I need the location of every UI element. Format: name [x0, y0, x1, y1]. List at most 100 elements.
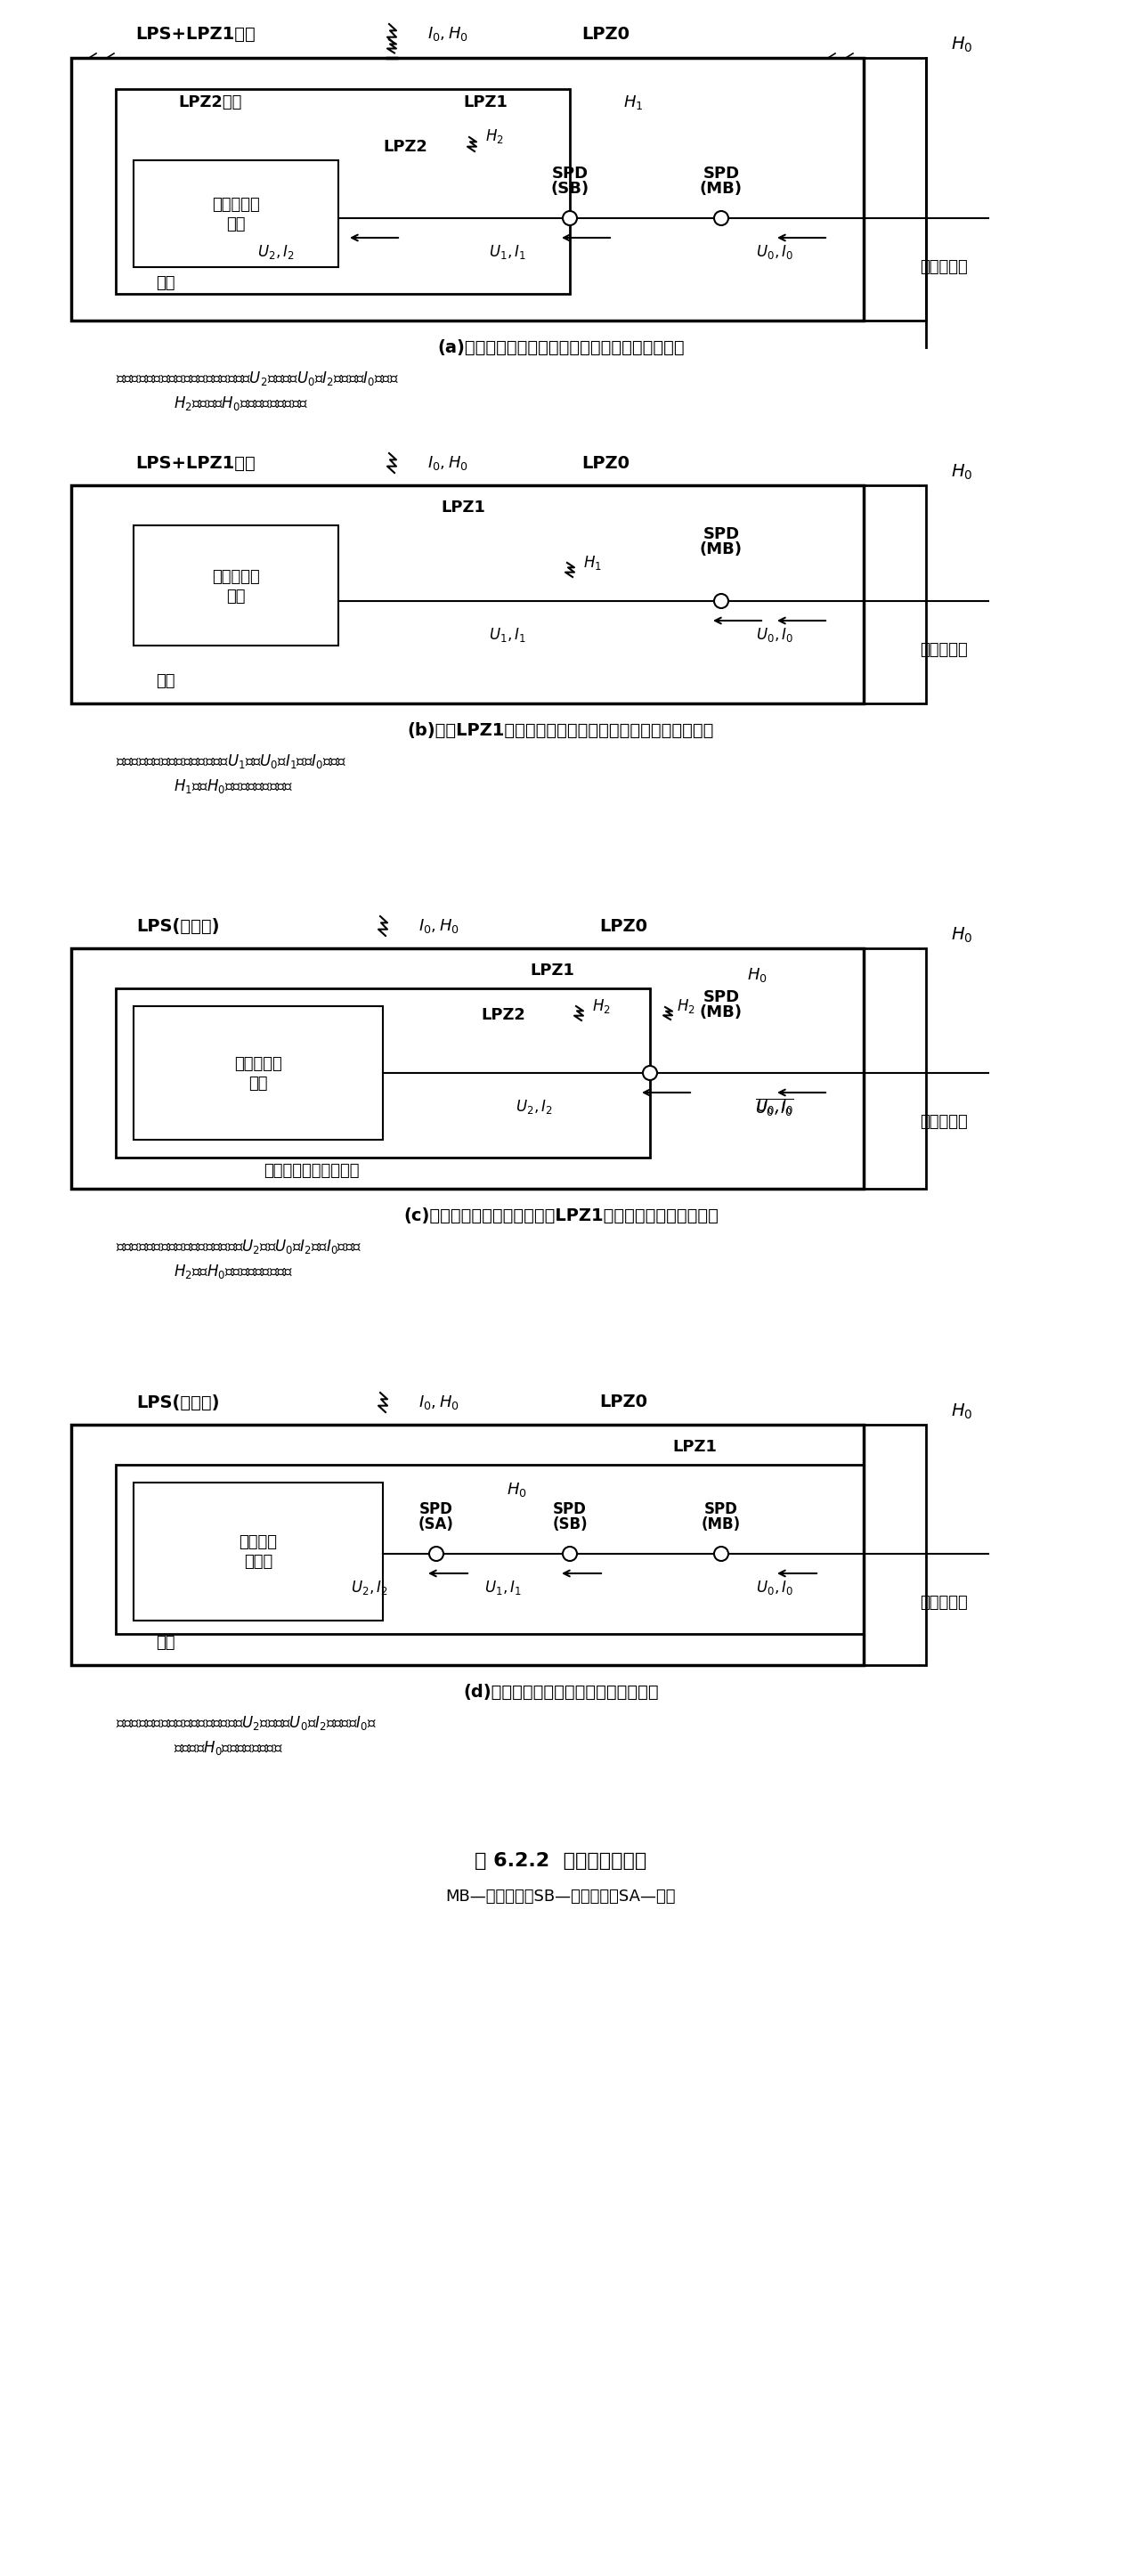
Text: $I_0,H_0$: $I_0,H_0$	[418, 917, 460, 935]
Bar	[115, 1466, 863, 1633]
Text: 设备: 设备	[249, 1077, 268, 1092]
Text: $U_2,I_2$: $U_2,I_2$	[258, 242, 295, 260]
Text: LPS(无屏蔽): LPS(无屏蔽)	[137, 917, 220, 935]
Bar	[115, 989, 650, 1157]
Text: 的设备: 的设备	[244, 1553, 272, 1571]
Text: (c)采用内部线路屏蔽和在进入LPZ1处安装电涌保护器的保护: (c)采用内部线路屏蔽和在进入LPZ1处安装电涌保护器的保护	[404, 1208, 719, 1224]
Text: LPZ0: LPZ0	[600, 1394, 647, 1412]
Bar	[72, 948, 863, 1188]
Text: LPS(无屏蔽): LPS(无屏蔽)	[137, 1394, 220, 1412]
Bar	[133, 526, 339, 647]
Text: $H_2$: $H_2$	[592, 997, 611, 1015]
Text: 但不需防$H_0$辐射磁场的保护。: 但不需防$H_0$辐射磁场的保护。	[174, 1739, 282, 1757]
Text: $U_1,I_1$: $U_1,I_1$	[489, 626, 526, 644]
Text: 注：设备得到良好的防导入电涌的保护，$U_2$大大小于$U_0$和$I_2$大大小于$I_0$，以及: 注：设备得到良好的防导入电涌的保护，$U_2$大大小于$U_0$和$I_2$大大…	[115, 368, 399, 386]
Bar	[863, 948, 926, 1188]
Text: 部分雷电流: 部分雷电流	[920, 1595, 967, 1610]
Circle shape	[642, 1066, 657, 1079]
Text: LPZ1: LPZ1	[441, 500, 485, 515]
Text: SPD: SPD	[703, 165, 740, 183]
Text: 有屏蔽的外壳或机架等: 有屏蔽的外壳或机架等	[263, 1162, 360, 1180]
Bar	[72, 57, 863, 319]
Circle shape	[563, 1546, 577, 1561]
Text: LPZ0: LPZ0	[600, 917, 647, 935]
Text: $H_2$小于$H_0$防辐射磁场的保护。: $H_2$小于$H_0$防辐射磁场的保护。	[174, 1262, 294, 1280]
Text: (b)采用LPZ1的大空间屏蔽和进户处安装电涌保护器的保护: (b)采用LPZ1的大空间屏蔽和进户处安装电涌保护器的保护	[408, 721, 714, 739]
Text: $I_0,H_0$: $I_0,H_0$	[427, 453, 469, 471]
Bar	[133, 1484, 383, 1620]
Text: $U_1,I_1$: $U_1,I_1$	[484, 1579, 521, 1597]
Text: (MB): (MB)	[702, 1517, 741, 1533]
Text: MB—总配电箱；SB—分配电箱；SA—插座: MB—总配电箱；SB—分配电箱；SA—插座	[446, 1888, 676, 1904]
Text: $H_0$: $H_0$	[507, 1481, 527, 1499]
Text: (MB): (MB)	[700, 1005, 742, 1020]
Bar	[115, 90, 569, 294]
Text: $H_0$: $H_0$	[951, 464, 973, 482]
Text: $U_0,I_0$: $U_0,I_0$	[756, 242, 794, 260]
Text: 设备: 设备	[226, 587, 245, 605]
Bar	[133, 160, 339, 268]
Text: SPD: SPD	[419, 1502, 453, 1517]
Text: LPZ2: LPZ2	[481, 1007, 526, 1023]
Text: $U_2,I_2$: $U_2,I_2$	[516, 1097, 553, 1115]
Text: SPD: SPD	[553, 1502, 586, 1517]
Text: LPZ1: LPZ1	[673, 1440, 716, 1455]
Text: LPZ2: LPZ2	[383, 139, 427, 155]
Text: 部分雷电流: 部分雷电流	[920, 1113, 967, 1131]
Circle shape	[714, 595, 729, 608]
Text: $U_0,I_0$: $U_0,I_0$	[756, 1097, 794, 1115]
Bar	[133, 1007, 383, 1139]
Text: LPS+LPZ1屏蔽: LPS+LPZ1屏蔽	[136, 453, 256, 471]
Text: $H_2$: $H_2$	[485, 126, 503, 144]
Text: (SB): (SB)	[553, 1517, 587, 1533]
Text: (SA): (SA)	[418, 1517, 454, 1533]
Text: (d)仅采用协调配合好的电涌保护器保护: (d)仅采用协调配合好的电涌保护器保护	[463, 1682, 659, 1700]
Text: 图 6.2.2  防雷击电磁脉冲: 图 6.2.2 防雷击电磁脉冲	[475, 1852, 647, 1870]
Text: 部分雷电流: 部分雷电流	[920, 641, 967, 657]
Text: 注：设备得到防线路导入电涌的保护，$U_2$大大小于$U_0$和$I_2$大大小于$I_0$，: 注：设备得到防线路导入电涌的保护，$U_2$大大小于$U_0$和$I_2$大大小…	[115, 1713, 377, 1731]
Text: $H_0$: $H_0$	[951, 1401, 973, 1422]
Text: $U_2,I_2$: $U_2,I_2$	[351, 1579, 388, 1597]
Text: SPD: SPD	[704, 1502, 738, 1517]
Text: $I_0,H_0$: $I_0,H_0$	[418, 1394, 460, 1412]
Text: 需要保护: 需要保护	[239, 1535, 277, 1551]
Circle shape	[714, 211, 729, 224]
Circle shape	[714, 1546, 729, 1561]
Text: (a)采用大空间屏蔽和协调配合好的电涌保护器保护: (a)采用大空间屏蔽和协调配合好的电涌保护器保护	[437, 340, 685, 355]
Text: $I_0,H_0$: $I_0,H_0$	[427, 26, 469, 44]
Text: $H_0$: $H_0$	[951, 925, 973, 945]
Text: 设备: 设备	[226, 216, 245, 232]
Text: SPD: SPD	[552, 165, 589, 183]
Text: $\overline{U_0,I_0}$: $\overline{U_0,I_0}$	[756, 1097, 794, 1118]
Text: $H_1$小于$H_0$防辐射磁场的保护。: $H_1$小于$H_0$防辐射磁场的保护。	[174, 778, 294, 796]
Text: $U_0,I_0$: $U_0,I_0$	[756, 626, 794, 644]
Text: $H_2$: $H_2$	[677, 997, 695, 1015]
Bar	[863, 1425, 926, 1664]
Bar	[863, 484, 926, 703]
Text: 外壳: 外壳	[156, 1636, 175, 1651]
Text: 注：设备得到防线路导入电涌的保护，$U_2$小于$U_0$和$I_2$小于$I_0$，以及: 注：设备得到防线路导入电涌的保护，$U_2$小于$U_0$和$I_2$小于$I_…	[115, 1236, 362, 1255]
Text: $U_0,I_0$: $U_0,I_0$	[756, 1579, 794, 1597]
Text: 注：设备得到防导入电涌的保护，$U_1$小于$U_0$和$I_1$小于$I_0$，以及: 注：设备得到防导入电涌的保护，$U_1$小于$U_0$和$I_1$小于$I_0$…	[115, 752, 348, 770]
Text: LPZ1: LPZ1	[530, 963, 574, 979]
Text: (SB): (SB)	[550, 180, 589, 196]
Text: 需要保护的: 需要保护的	[212, 569, 260, 585]
Bar	[72, 1425, 863, 1664]
Circle shape	[563, 211, 577, 224]
Bar	[72, 484, 863, 703]
Text: (MB): (MB)	[700, 180, 742, 196]
Text: $H_2$大大小于$H_0$防辐射磁场的保护。: $H_2$大大小于$H_0$防辐射磁场的保护。	[174, 394, 308, 412]
Text: LPS+LPZ1屏蔽: LPS+LPZ1屏蔽	[136, 26, 256, 41]
Text: LPZ0: LPZ0	[582, 26, 630, 41]
Text: 外壳: 外壳	[156, 672, 175, 690]
Text: 需要保护的: 需要保护的	[234, 1056, 282, 1072]
Text: SPD: SPD	[703, 989, 740, 1005]
Text: $H_0$: $H_0$	[747, 966, 767, 984]
Bar	[863, 57, 926, 319]
Text: LPZ2屏蔽: LPZ2屏蔽	[178, 95, 242, 111]
Text: 需要保护的: 需要保护的	[212, 196, 260, 214]
Text: (MB): (MB)	[700, 541, 742, 556]
Text: LPZ1: LPZ1	[463, 95, 508, 111]
Text: 外壳: 外壳	[156, 276, 175, 291]
Circle shape	[429, 1546, 444, 1561]
